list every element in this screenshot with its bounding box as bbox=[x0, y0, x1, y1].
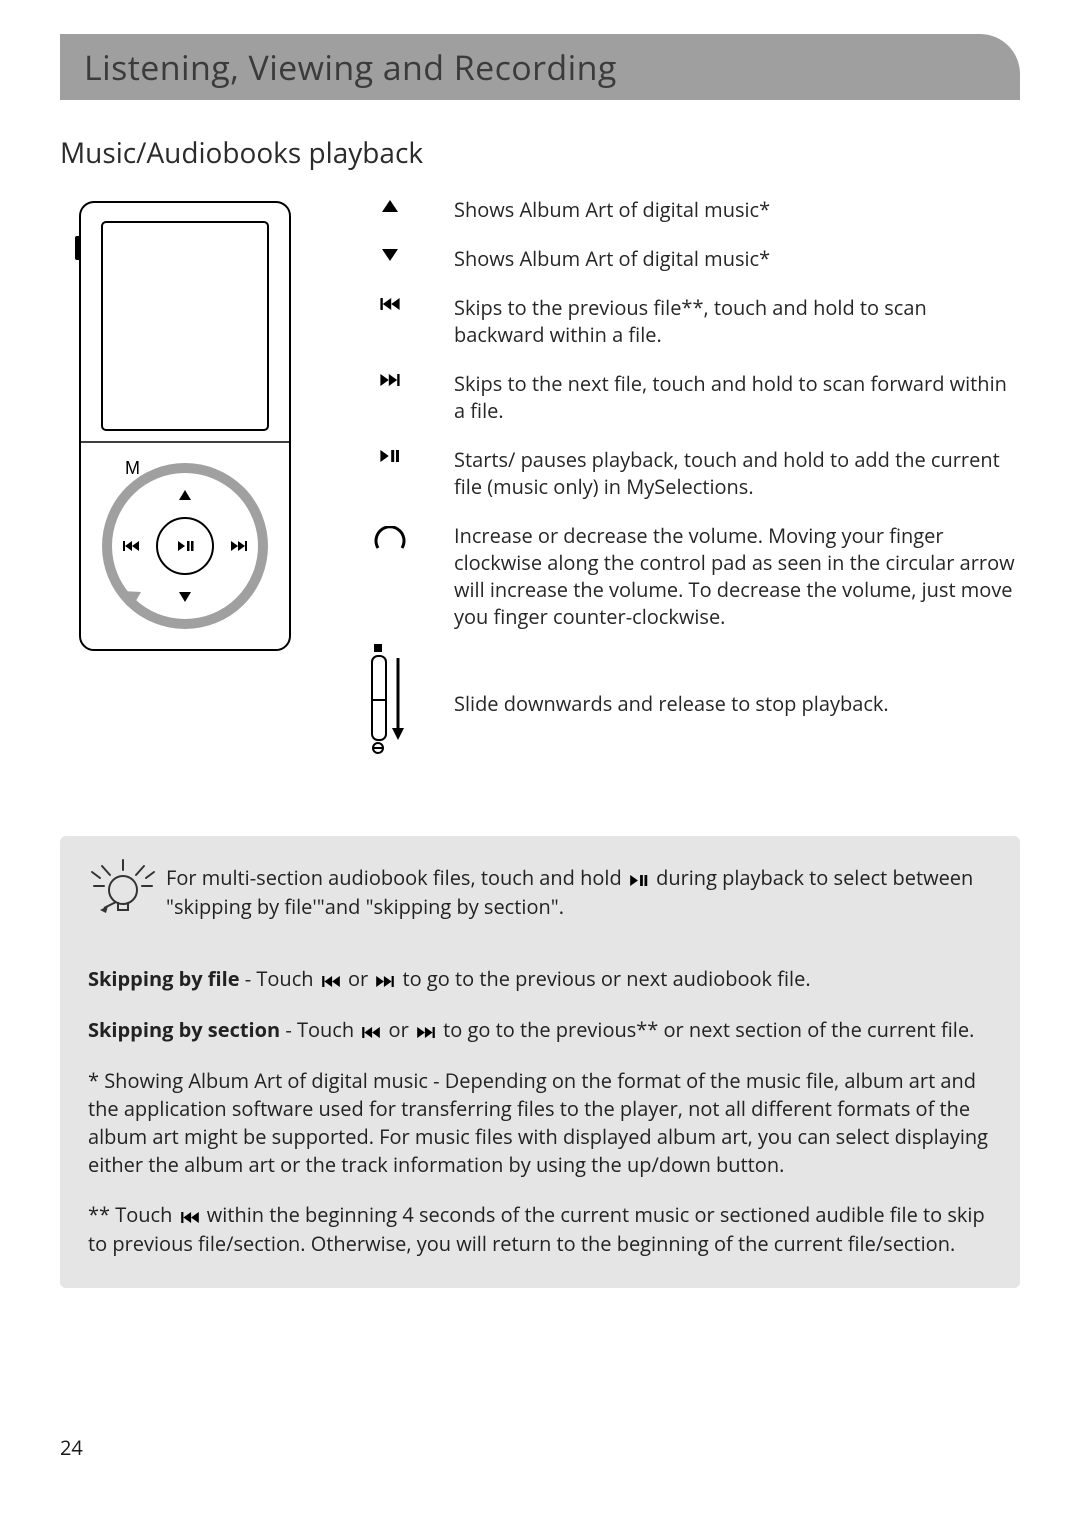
device-m-label: M bbox=[125, 458, 140, 478]
play-desc: Starts/ pauses playback, touch and hold … bbox=[454, 446, 1020, 500]
note-intro-before: For multi-section audiobook files, touch… bbox=[166, 864, 627, 891]
footnote-2-before: ** Touch bbox=[88, 1201, 178, 1228]
notes-box: For multi-section audiobook files, touch… bbox=[60, 836, 1020, 1288]
footnote-2-after: within the beginning 4 seconds of the cu… bbox=[88, 1201, 985, 1257]
next-inline-icon bbox=[376, 966, 394, 994]
prev-desc: Skips to the previous file**, touch and … bbox=[454, 294, 1020, 348]
down-icon bbox=[360, 245, 420, 261]
prev-icon bbox=[360, 294, 420, 310]
tip-lightbulb-icon bbox=[88, 858, 158, 918]
prev-inline-icon-3 bbox=[181, 1202, 199, 1230]
up-desc: Shows Album Art of digital music* bbox=[454, 196, 1020, 223]
skip-by-section-after: to go to the previous** or next section … bbox=[438, 1016, 974, 1043]
skip-by-section-before: - Touch bbox=[280, 1016, 359, 1043]
down-desc: Shows Album Art of digital music* bbox=[454, 245, 1020, 272]
slider-icon bbox=[360, 640, 420, 754]
prev-inline-icon-2 bbox=[362, 1017, 380, 1045]
skip-by-file-label: Skipping by file bbox=[88, 965, 240, 992]
header-title: Listening, Viewing and Recording bbox=[84, 44, 996, 90]
section-header-band: Listening, Viewing and Recording bbox=[60, 34, 1020, 100]
next-inline-icon-2 bbox=[417, 1017, 435, 1045]
controls-list: Shows Album Art of digital music* Shows … bbox=[360, 196, 1020, 776]
skip-by-file-before: - Touch bbox=[240, 965, 319, 992]
skip-by-file-after: to go to the previous or next audiobook … bbox=[397, 965, 810, 992]
up-icon bbox=[360, 196, 420, 212]
volume-ring-icon bbox=[360, 522, 420, 562]
section-title: Music/Audiobooks playback bbox=[60, 134, 1020, 172]
skip-by-section-label: Skipping by section bbox=[88, 1016, 280, 1043]
page-number: 24 bbox=[60, 1434, 83, 1461]
slider-desc: Slide downwards and release to stop play… bbox=[454, 640, 1020, 717]
device-illustration: M bbox=[60, 196, 310, 776]
footnote-1: * Showing Album Art of digital music - D… bbox=[88, 1067, 992, 1179]
skip-by-file-mid: or bbox=[343, 965, 374, 992]
next-desc: Skips to the next file, touch and hold t… bbox=[454, 370, 1020, 424]
next-icon bbox=[360, 370, 420, 386]
prev-inline-icon bbox=[322, 966, 340, 994]
play-pause-icon bbox=[360, 446, 420, 462]
skip-by-section-mid: or bbox=[383, 1016, 414, 1043]
volume-desc: Increase or decrease the volume. Moving … bbox=[454, 522, 1020, 630]
play-pause-inline-icon bbox=[630, 865, 648, 893]
